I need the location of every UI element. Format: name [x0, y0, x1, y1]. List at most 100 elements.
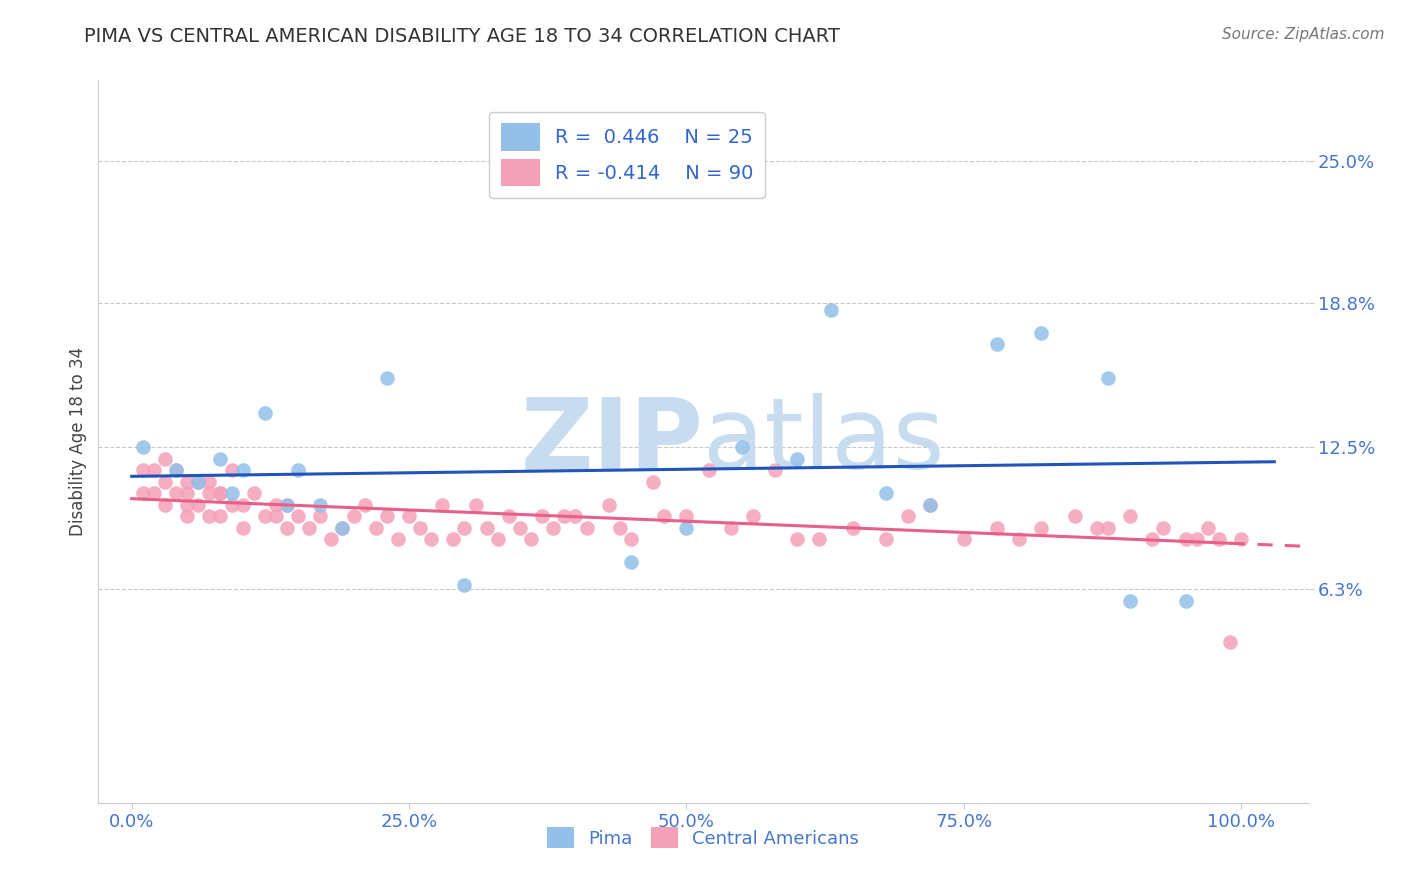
- Point: [276, 498, 298, 512]
- Point: [276, 498, 298, 512]
- Point: [298, 520, 321, 534]
- Point: [221, 498, 243, 512]
- Point: [1208, 532, 1230, 546]
- Point: [609, 520, 631, 534]
- Point: [187, 498, 209, 512]
- Point: [786, 451, 808, 466]
- Point: [1219, 635, 1241, 649]
- Point: [1063, 509, 1085, 524]
- Point: [387, 532, 409, 546]
- Point: [209, 486, 232, 500]
- Point: [342, 509, 364, 524]
- Point: [132, 440, 155, 454]
- Point: [176, 509, 198, 524]
- Point: [309, 509, 332, 524]
- Point: [1174, 532, 1197, 546]
- Point: [198, 509, 221, 524]
- Point: [1031, 520, 1053, 534]
- Point: [420, 532, 443, 546]
- Point: [820, 302, 842, 317]
- Point: [187, 475, 209, 489]
- Point: [165, 486, 187, 500]
- Point: [1097, 371, 1119, 385]
- Point: [486, 532, 509, 546]
- Point: [153, 451, 176, 466]
- Point: [253, 406, 276, 420]
- Point: [209, 451, 232, 466]
- Point: [1185, 532, 1208, 546]
- Point: [553, 509, 575, 524]
- Point: [332, 520, 354, 534]
- Point: [198, 486, 221, 500]
- Point: [652, 509, 675, 524]
- Point: [176, 475, 198, 489]
- Point: [198, 475, 221, 489]
- Point: [232, 520, 254, 534]
- Point: [541, 520, 564, 534]
- Point: [875, 532, 897, 546]
- Text: Source: ZipAtlas.com: Source: ZipAtlas.com: [1222, 27, 1385, 42]
- Point: [142, 486, 165, 500]
- Point: [875, 486, 897, 500]
- Point: [309, 498, 332, 512]
- Point: [132, 463, 155, 477]
- Point: [253, 509, 276, 524]
- Point: [176, 498, 198, 512]
- Point: [332, 520, 354, 534]
- Point: [165, 463, 187, 477]
- Point: [232, 498, 254, 512]
- Point: [409, 520, 432, 534]
- Point: [475, 520, 498, 534]
- Point: [1230, 532, 1253, 546]
- Point: [742, 509, 765, 524]
- Point: [1008, 532, 1031, 546]
- Point: [453, 520, 475, 534]
- Point: [287, 509, 309, 524]
- Point: [321, 532, 343, 546]
- Point: [375, 509, 398, 524]
- Point: [564, 509, 586, 524]
- Point: [1142, 532, 1164, 546]
- Point: [986, 337, 1008, 351]
- Point: [242, 486, 264, 500]
- Point: [697, 463, 720, 477]
- Point: [720, 520, 742, 534]
- Point: [952, 532, 974, 546]
- Text: PIMA VS CENTRAL AMERICAN DISABILITY AGE 18 TO 34 CORRELATION CHART: PIMA VS CENTRAL AMERICAN DISABILITY AGE …: [84, 27, 841, 45]
- Point: [165, 463, 187, 477]
- Text: atlas: atlas: [703, 393, 945, 490]
- Point: [464, 498, 486, 512]
- Point: [221, 486, 243, 500]
- Point: [520, 532, 543, 546]
- Point: [1097, 520, 1119, 534]
- Point: [986, 520, 1008, 534]
- Point: [575, 520, 598, 534]
- Point: [287, 463, 309, 477]
- Point: [1031, 326, 1053, 340]
- Point: [153, 498, 176, 512]
- Point: [1119, 509, 1142, 524]
- Point: [353, 498, 375, 512]
- Point: [432, 498, 454, 512]
- Point: [209, 486, 232, 500]
- Point: [176, 486, 198, 500]
- Point: [142, 463, 165, 477]
- Point: [364, 520, 387, 534]
- Point: [264, 509, 287, 524]
- Point: [675, 509, 697, 524]
- Point: [453, 578, 475, 592]
- Point: [398, 509, 420, 524]
- Point: [620, 555, 643, 569]
- Point: [531, 509, 554, 524]
- Point: [498, 509, 520, 524]
- Point: [786, 532, 808, 546]
- Point: [187, 475, 209, 489]
- Point: [598, 498, 620, 512]
- Point: [209, 509, 232, 524]
- Point: [509, 520, 531, 534]
- Y-axis label: Disability Age 18 to 34: Disability Age 18 to 34: [69, 347, 87, 536]
- Point: [153, 475, 176, 489]
- Point: [641, 475, 664, 489]
- Point: [1085, 520, 1108, 534]
- Text: ZIP: ZIP: [520, 393, 703, 490]
